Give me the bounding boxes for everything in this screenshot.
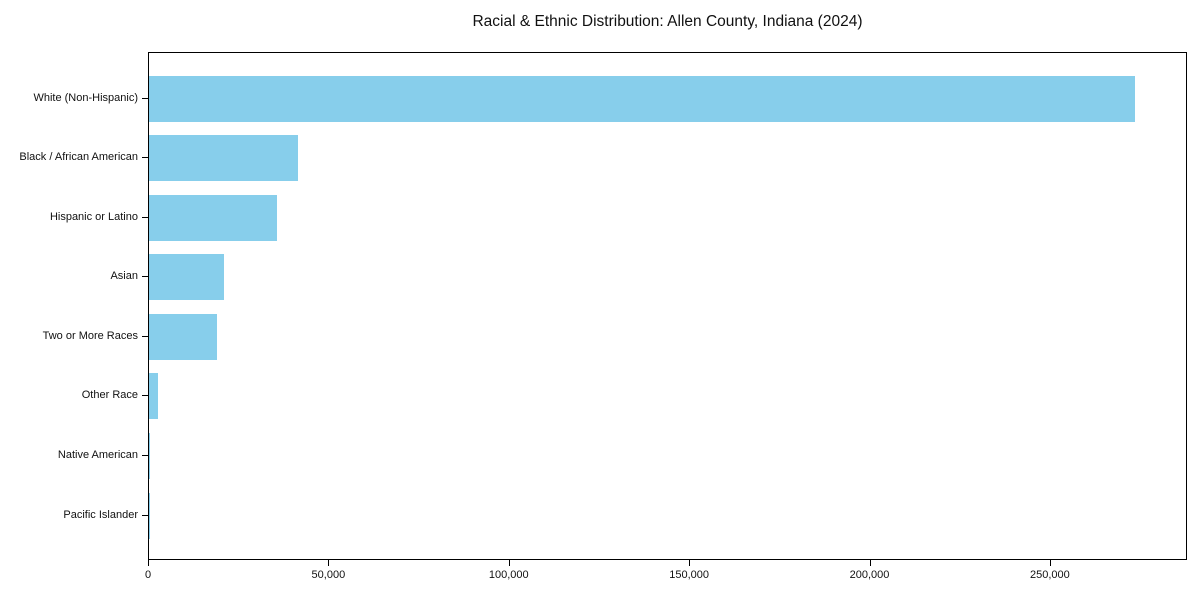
x-tick-label: 0 [144,569,152,581]
y-axis-label: Pacific Islander [63,508,138,521]
bar [149,313,218,360]
y-axis-label: Native American [57,448,138,461]
bar [149,373,158,420]
bar [149,135,298,182]
bar [149,254,225,301]
x-tick-label: 250,000 [1030,569,1070,581]
y-tick-mark [142,335,148,337]
x-tick-label: 200,000 [849,569,890,581]
y-axis-label: Other Race [81,389,138,402]
x-tick-mark [689,560,691,566]
x-tick-label: 100,000 [488,569,529,581]
x-tick-mark [328,560,330,566]
y-tick-mark [142,395,148,397]
bar [149,194,277,241]
x-tick-mark [148,560,149,566]
x-tick-label: 50,000 [311,569,346,581]
x-tick-mark [508,560,510,566]
y-axis-label: Two or More Races [42,329,138,342]
y-tick-mark [142,97,148,99]
bar [149,75,1135,122]
y-axis-label: Hispanic or Latino [49,210,138,223]
y-axis-label: Asian [110,270,138,283]
plot-area [148,52,1187,560]
x-tick-mark [1049,560,1051,566]
x-tick-mark [869,560,871,566]
y-tick-mark [142,514,148,516]
chart-title: Racial & Ethnic Distribution: Allen Coun… [472,13,863,30]
y-tick-mark [142,454,148,456]
y-tick-mark [142,216,148,218]
y-tick-mark [142,276,148,278]
y-tick-mark [142,157,148,159]
bar [149,432,150,479]
y-axis-label: Black / African American [19,151,138,164]
y-axis-label: White (Non-Hispanic) [33,91,138,104]
x-tick-label: 150,000 [669,569,710,581]
